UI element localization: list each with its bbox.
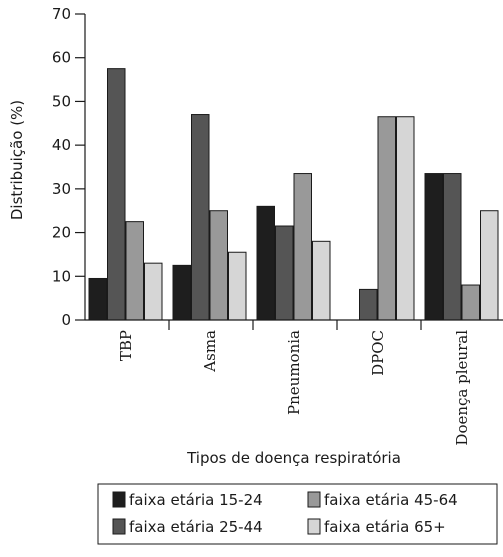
legend-swatch — [112, 491, 126, 508]
bar — [461, 284, 480, 321]
y-tick-label: 40 — [52, 136, 71, 154]
category-label: Pneumonia — [285, 330, 303, 415]
bar — [377, 116, 396, 321]
y-tick-label: 0 — [61, 311, 71, 329]
y-tick-label: 60 — [52, 49, 71, 67]
y-tick-label: 10 — [52, 267, 71, 285]
bar — [424, 173, 443, 321]
category-label: Doença pleural — [453, 330, 471, 446]
bar — [443, 173, 462, 321]
y-ticks-group: 0 10 20 30 40 50 60 70 — [52, 5, 85, 329]
bar — [256, 205, 275, 321]
legend-label: faixa etária 15-24 — [129, 491, 263, 509]
category-label: Asma — [201, 330, 219, 373]
axes-group — [84, 14, 503, 330]
bar — [88, 277, 107, 321]
category-labels-group: TBP Asma Pneumonia DPOC Doença pleural — [117, 330, 471, 446]
x-axis-title: Tipos de doença respiratória — [186, 449, 401, 467]
y-tick-label: 20 — [52, 224, 71, 242]
bar — [125, 221, 144, 321]
bar — [172, 264, 191, 321]
y-tick-label: 50 — [52, 92, 71, 110]
bar — [107, 68, 126, 321]
bar — [312, 240, 331, 321]
y-tick-label: 30 — [52, 180, 71, 198]
bar — [275, 225, 294, 321]
legend-label: faixa etária 65+ — [324, 518, 446, 536]
bar — [396, 116, 415, 321]
bar — [191, 114, 210, 321]
bar — [480, 210, 499, 321]
legend-swatch — [307, 491, 321, 508]
y-axis-title: Distribuição (%) — [8, 100, 26, 220]
bar — [209, 210, 228, 321]
legend-label: faixa etária 25-44 — [129, 518, 263, 536]
category-label: TBP — [117, 330, 135, 361]
bar — [293, 173, 312, 321]
bar — [144, 262, 163, 321]
legend-frame — [97, 483, 498, 545]
category-label: DPOC — [369, 330, 387, 376]
legend: faixa etária 15-24 faixa etária 25-44 faix… — [97, 483, 498, 545]
bar — [228, 251, 247, 321]
bar — [359, 288, 378, 321]
bars-group — [88, 68, 499, 321]
legend-swatch — [112, 518, 126, 535]
legend-label: faixa etária 45-64 — [324, 491, 458, 509]
legend-swatch — [307, 518, 321, 535]
y-tick-label: 70 — [52, 5, 71, 23]
